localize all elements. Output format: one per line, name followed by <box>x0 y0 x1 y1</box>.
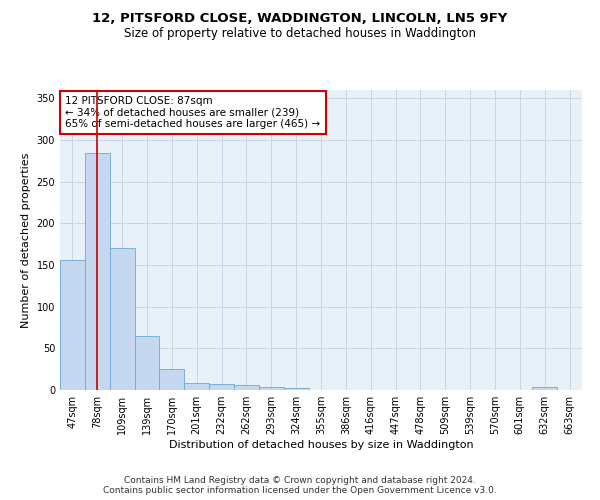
Bar <box>160 369 184 390</box>
Y-axis label: Number of detached properties: Number of detached properties <box>21 152 31 328</box>
Bar <box>60 260 85 390</box>
Bar <box>234 385 259 390</box>
Bar <box>134 336 160 390</box>
Bar <box>85 152 110 390</box>
Bar <box>110 248 134 390</box>
Bar <box>259 386 284 390</box>
Bar <box>209 384 234 390</box>
Text: Contains HM Land Registry data © Crown copyright and database right 2024.
Contai: Contains HM Land Registry data © Crown c… <box>103 476 497 495</box>
X-axis label: Distribution of detached houses by size in Waddington: Distribution of detached houses by size … <box>169 440 473 450</box>
Bar <box>284 388 308 390</box>
Bar <box>532 386 557 390</box>
Text: 12, PITSFORD CLOSE, WADDINGTON, LINCOLN, LN5 9FY: 12, PITSFORD CLOSE, WADDINGTON, LINCOLN,… <box>92 12 508 26</box>
Bar <box>184 382 209 390</box>
Text: 12 PITSFORD CLOSE: 87sqm
← 34% of detached houses are smaller (239)
65% of semi-: 12 PITSFORD CLOSE: 87sqm ← 34% of detach… <box>65 96 320 129</box>
Text: Size of property relative to detached houses in Waddington: Size of property relative to detached ho… <box>124 28 476 40</box>
